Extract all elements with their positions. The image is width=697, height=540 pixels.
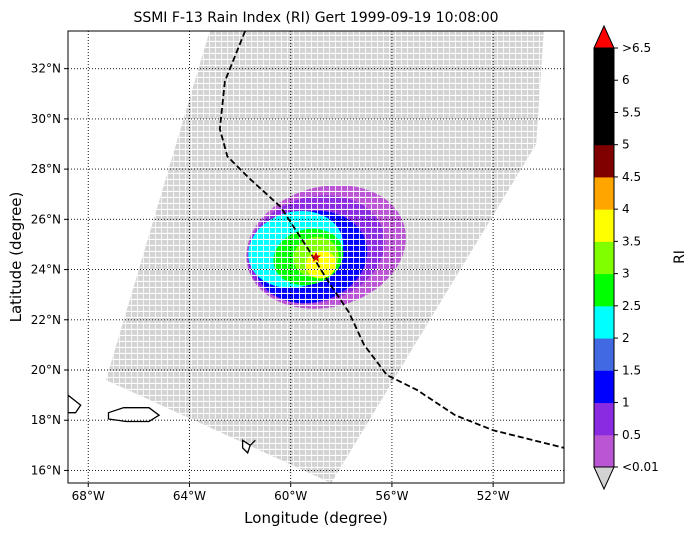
colorbar-tick-label: 1.5 (622, 363, 641, 377)
colorbar-tick-label: 1 (622, 396, 630, 410)
y-tick-label: 28°N (31, 162, 61, 176)
colorbar-segment (594, 144, 614, 178)
x-tick-label: 52°W (477, 489, 510, 503)
colorbar-tick-label: 6 (622, 73, 630, 87)
colorbar-tick-label: 2 (622, 331, 630, 345)
colorbar-tick-label: <0.01 (622, 460, 659, 474)
colorbar-tick-label: 3 (622, 267, 630, 281)
x-tick-label: 60°W (274, 489, 307, 503)
colorbar-segment (594, 80, 614, 113)
x-tick-label: 56°W (375, 489, 408, 503)
y-tick-label: 18°N (31, 413, 61, 427)
colorbar-segment (594, 176, 614, 210)
colorbar-segment (594, 112, 614, 146)
land-outline (107, 407, 161, 423)
colorbar-segment (594, 402, 614, 436)
y-tick-label: 16°N (31, 463, 61, 477)
land-outline (68, 394, 82, 414)
colorbar-segment (594, 434, 614, 468)
colorbar-under-arrow (593, 466, 615, 491)
colorbar-segment (594, 209, 614, 242)
colorbar-frame (593, 47, 615, 468)
plot-layer (68, 31, 564, 483)
ticks-layer: 68°W 64°W 60°W 56°W 52°W 16°N 18°N 20°N 22°N 24°N… (31, 62, 510, 503)
x-tick-label: 68°W (72, 489, 105, 503)
colorbar-tick-label: 5.5 (622, 105, 641, 119)
y-tick-label: 32°N (31, 62, 61, 76)
colorbar-tick-label: 4.5 (622, 170, 641, 184)
colorbar-tick-label: 3.5 (622, 234, 641, 248)
colorbar-segment (594, 305, 614, 339)
colorbar-tick-label: >6.5 (622, 41, 651, 55)
storm-center-marker (311, 252, 321, 262)
colorbar-over-arrow (593, 24, 615, 49)
storm-track-line (218, 31, 564, 449)
colorbar-tick-label: 0.5 (622, 428, 641, 442)
y-tick-label: 26°N (31, 212, 61, 226)
land-outline (241, 439, 256, 455)
x-tick-label: 64°W (173, 489, 206, 503)
y-tick-label: 30°N (31, 112, 61, 126)
y-axis-label: Latitude (degree) (7, 192, 25, 323)
plot-frame (67, 30, 565, 484)
y-tick-label: 24°N (31, 263, 61, 277)
colorbar-segment (594, 241, 614, 275)
chart-title: SSMI F-13 Rain Index (RI) Gert 1999-09-1… (133, 10, 498, 26)
colorbar-tick-label: 4 (622, 202, 630, 216)
colorbar-segment (594, 338, 614, 371)
y-tick-label: 20°N (31, 363, 61, 377)
colorbar-tick-label: 5 (622, 138, 630, 152)
colorbar-segment (594, 370, 614, 404)
colorbar: <0.01 0.5 1 1.5 2 2.5 3 3.5 4 4.5 5 5.5 6 >6.5 (593, 24, 659, 491)
y-tick-label: 22°N (31, 313, 61, 327)
x-axis-label: Longitude (degree) (244, 509, 388, 527)
colorbar-tick-label: 2.5 (622, 299, 641, 313)
colorbar-segment (594, 273, 614, 307)
colorbar-label: RI (672, 250, 688, 264)
colorbar-segment (594, 48, 614, 81)
